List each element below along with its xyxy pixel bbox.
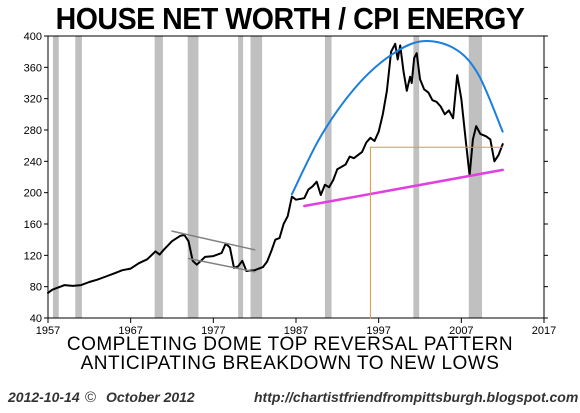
y-tick-label: 80 — [30, 282, 42, 294]
y-tick-label: 360 — [24, 62, 42, 74]
x-tick-label: 1977 — [201, 325, 225, 337]
channel-lower-line — [187, 257, 256, 273]
price-series-line — [47, 42, 504, 294]
channel-upper-line — [171, 230, 256, 251]
y-tick-label: 280 — [24, 125, 42, 137]
x-tick-label: 2017 — [532, 325, 556, 337]
y-tick-label: 400 — [24, 31, 42, 43]
x-tick-label: 1957 — [36, 325, 60, 337]
copyright-icon: © — [85, 389, 97, 406]
recession-band — [324, 36, 332, 318]
footer-url[interactable]: http://chartistfriendfrompittsburgh.blog… — [254, 389, 579, 405]
recession-band — [52, 36, 59, 318]
x-tick-label: 1997 — [366, 325, 390, 337]
footer-date: 2012-10-14 — [8, 389, 80, 405]
y-tick-label: 200 — [24, 188, 42, 200]
y-tick-label: 320 — [24, 94, 42, 106]
chart-title: HOUSE NET WORTH / CPI ENERGY — [55, 1, 525, 36]
dome-arc-line — [290, 39, 504, 196]
y-tick-label: 40 — [30, 313, 42, 325]
recession-band — [250, 36, 263, 318]
x-tick-label: 2007 — [449, 325, 473, 337]
support-trend-line — [303, 168, 504, 208]
footer-month: October 2012 — [106, 389, 195, 405]
caption-line-1: COMPLETING DOME TOP REVERSAL PATTERN — [66, 334, 514, 355]
recession-band — [413, 36, 420, 318]
y-tick-label: 160 — [24, 219, 42, 231]
y-tick-label: 240 — [24, 156, 42, 168]
recession-band — [187, 36, 199, 318]
x-tick-label: 1967 — [118, 325, 142, 337]
recession-band — [75, 36, 82, 318]
caption-line-2: ANTICIPATING BREAKDOWN TO NEW LOWS — [80, 353, 500, 374]
recession-band — [154, 36, 163, 318]
y-tick-label: 120 — [24, 250, 42, 262]
x-tick-label: 1987 — [284, 325, 308, 337]
recession-band — [468, 36, 482, 318]
recession-band — [238, 36, 244, 318]
